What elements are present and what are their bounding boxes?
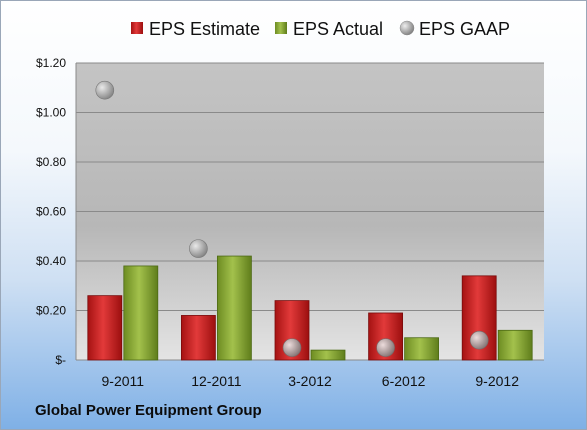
y-tick-label: $-	[55, 353, 66, 367]
bar-eps-actual	[404, 337, 440, 361]
x-tick-label: 6-2012	[382, 373, 426, 389]
legend-swatch-estimate	[131, 22, 143, 34]
marker-eps-gaap	[189, 239, 208, 258]
legend-label: EPS GAAP	[419, 19, 510, 39]
marker-eps-gaap	[469, 330, 489, 350]
eps-chart: $- $0.20 $0.40 $0.60 $0.80 $1.00 $1.20 9-2011 12…	[36, 19, 544, 389]
legend-swatch-actual	[275, 22, 287, 34]
bar-eps-estimate	[180, 315, 216, 361]
marker-eps-gaap	[376, 338, 395, 357]
y-tick-label: $0.20	[36, 304, 66, 318]
x-tick-label: 3-2012	[288, 373, 332, 389]
y-tick-label: $1.00	[36, 106, 66, 120]
legend-label: EPS Actual	[293, 19, 383, 39]
bar-eps-actual	[310, 349, 346, 361]
bar-eps-actual	[497, 329, 533, 361]
x-tick-label: 9-2011	[102, 373, 145, 389]
legend-swatch-gaap	[399, 20, 415, 36]
marker-eps-gaap	[282, 338, 302, 357]
company-name: Global Power Equipment Group	[35, 402, 262, 419]
x-tick-label: 12-2011	[191, 373, 242, 389]
y-tick-label: $0.40	[36, 254, 66, 268]
x-tick-label: 9-2012	[475, 373, 519, 389]
y-tick-label: $1.20	[36, 56, 66, 70]
bar-eps-estimate	[87, 295, 123, 361]
bar-eps-actual	[123, 265, 159, 361]
legend-label: EPS Estimate	[149, 19, 260, 39]
marker-eps-gaap	[95, 80, 115, 100]
y-tick-label: $0.80	[36, 155, 66, 169]
y-tick-label: $0.60	[36, 205, 66, 219]
bar-eps-actual	[216, 255, 252, 361]
